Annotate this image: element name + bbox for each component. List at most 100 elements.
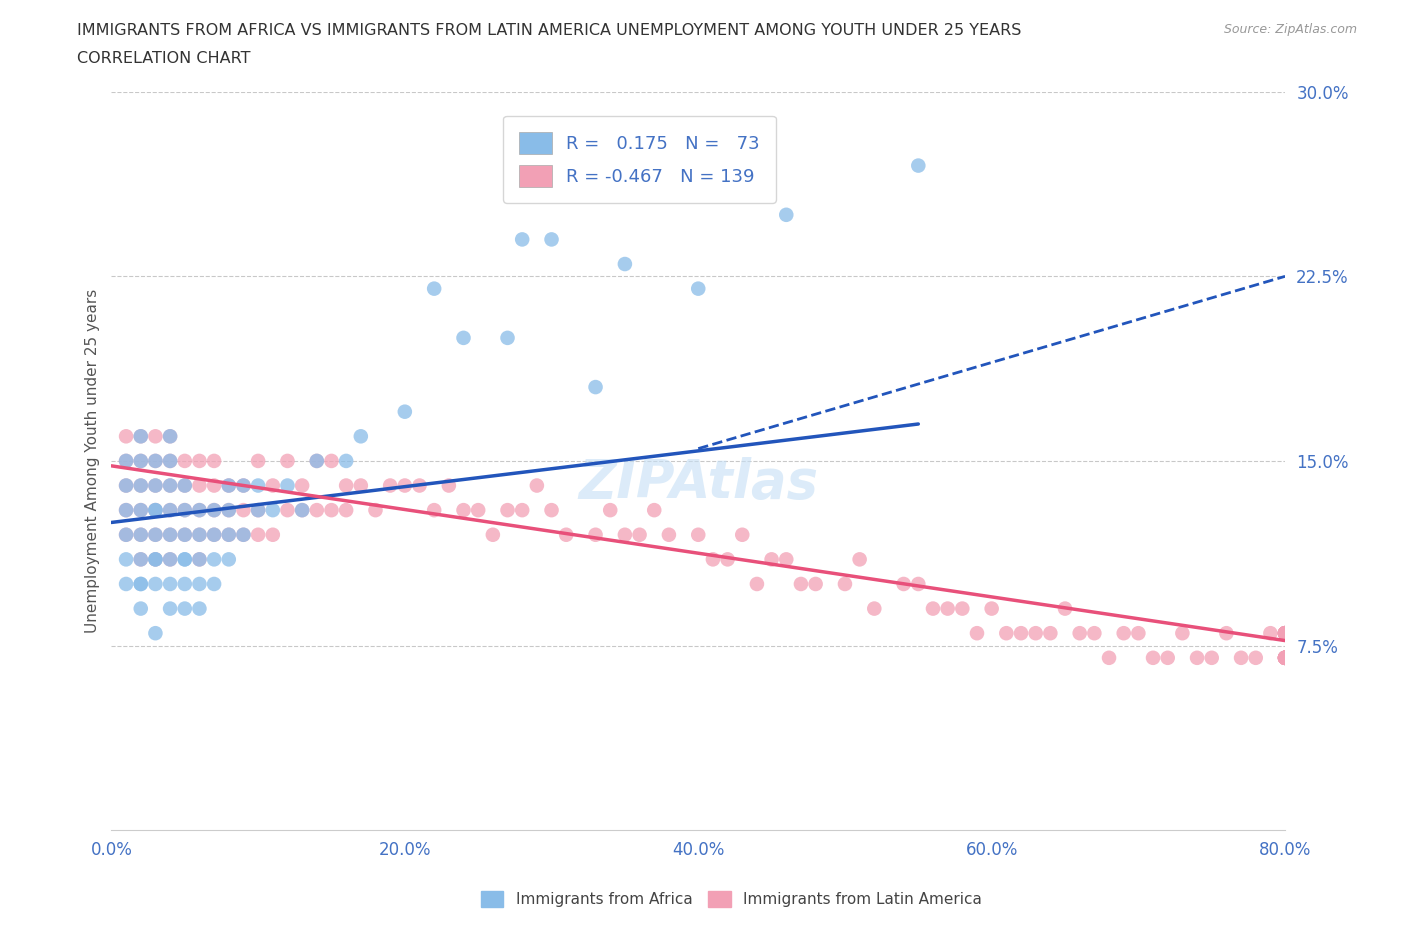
Point bbox=[907, 158, 929, 173]
Point bbox=[276, 478, 298, 493]
Point bbox=[115, 577, 138, 591]
Point bbox=[1274, 626, 1296, 641]
Point bbox=[218, 527, 240, 542]
Point bbox=[145, 527, 167, 542]
Point bbox=[1185, 650, 1208, 665]
Point bbox=[173, 478, 195, 493]
Point bbox=[305, 503, 328, 518]
Point bbox=[129, 454, 152, 469]
Point bbox=[599, 503, 621, 518]
Point bbox=[1274, 650, 1296, 665]
Point bbox=[1274, 650, 1296, 665]
Point bbox=[1274, 626, 1296, 641]
Legend: R =   0.175   N =   73, R = -0.467   N = 139: R = 0.175 N = 73, R = -0.467 N = 139 bbox=[503, 115, 776, 203]
Point bbox=[173, 527, 195, 542]
Point bbox=[394, 405, 416, 419]
Point bbox=[1171, 626, 1194, 641]
Point bbox=[115, 551, 138, 566]
Point bbox=[115, 503, 138, 518]
Point bbox=[145, 503, 167, 518]
Point bbox=[159, 551, 181, 566]
Point bbox=[276, 454, 298, 469]
Point bbox=[159, 503, 181, 518]
Text: CORRELATION CHART: CORRELATION CHART bbox=[77, 51, 250, 66]
Point bbox=[202, 454, 225, 469]
Point bbox=[423, 281, 446, 296]
Point bbox=[173, 503, 195, 518]
Point bbox=[1069, 626, 1091, 641]
Point bbox=[159, 454, 181, 469]
Point bbox=[173, 478, 195, 493]
Point bbox=[129, 577, 152, 591]
Point bbox=[145, 551, 167, 566]
Point bbox=[129, 551, 152, 566]
Point bbox=[1274, 650, 1296, 665]
Point bbox=[966, 626, 988, 641]
Point bbox=[188, 503, 211, 518]
Point bbox=[394, 478, 416, 493]
Point bbox=[716, 551, 738, 566]
Point bbox=[129, 527, 152, 542]
Point bbox=[202, 503, 225, 518]
Point bbox=[129, 601, 152, 616]
Point bbox=[555, 527, 578, 542]
Point bbox=[276, 503, 298, 518]
Point bbox=[350, 429, 373, 444]
Point bbox=[1274, 650, 1296, 665]
Point bbox=[262, 478, 284, 493]
Point bbox=[585, 527, 607, 542]
Point bbox=[129, 478, 152, 493]
Point bbox=[863, 601, 886, 616]
Point bbox=[291, 503, 314, 518]
Point bbox=[145, 478, 167, 493]
Point bbox=[1098, 650, 1121, 665]
Point bbox=[1230, 650, 1253, 665]
Point bbox=[437, 478, 460, 493]
Point bbox=[1274, 626, 1296, 641]
Point bbox=[1274, 626, 1296, 641]
Legend: Immigrants from Africa, Immigrants from Latin America: Immigrants from Africa, Immigrants from … bbox=[474, 884, 988, 913]
Point bbox=[321, 503, 343, 518]
Point bbox=[790, 577, 813, 591]
Point bbox=[115, 454, 138, 469]
Point bbox=[893, 577, 915, 591]
Point bbox=[378, 478, 401, 493]
Point bbox=[350, 478, 373, 493]
Point bbox=[218, 527, 240, 542]
Point bbox=[761, 551, 783, 566]
Point bbox=[335, 503, 357, 518]
Point bbox=[1274, 650, 1296, 665]
Point bbox=[129, 429, 152, 444]
Point bbox=[613, 257, 636, 272]
Point bbox=[145, 527, 167, 542]
Point bbox=[232, 527, 254, 542]
Point bbox=[159, 527, 181, 542]
Point bbox=[1274, 626, 1296, 641]
Point bbox=[1274, 650, 1296, 665]
Point bbox=[1157, 650, 1180, 665]
Point bbox=[540, 232, 562, 246]
Point bbox=[321, 454, 343, 469]
Point bbox=[262, 503, 284, 518]
Point bbox=[129, 454, 152, 469]
Point bbox=[247, 478, 270, 493]
Point bbox=[907, 577, 929, 591]
Point bbox=[202, 503, 225, 518]
Point bbox=[1274, 626, 1296, 641]
Point bbox=[467, 503, 489, 518]
Point bbox=[188, 551, 211, 566]
Point bbox=[145, 503, 167, 518]
Point bbox=[1274, 626, 1296, 641]
Point bbox=[115, 503, 138, 518]
Point bbox=[173, 503, 195, 518]
Point bbox=[218, 478, 240, 493]
Point bbox=[115, 478, 138, 493]
Point bbox=[585, 379, 607, 394]
Point bbox=[173, 527, 195, 542]
Point bbox=[804, 577, 827, 591]
Point bbox=[1274, 626, 1296, 641]
Text: Source: ZipAtlas.com: Source: ZipAtlas.com bbox=[1223, 23, 1357, 36]
Point bbox=[408, 478, 430, 493]
Point bbox=[247, 503, 270, 518]
Point bbox=[848, 551, 870, 566]
